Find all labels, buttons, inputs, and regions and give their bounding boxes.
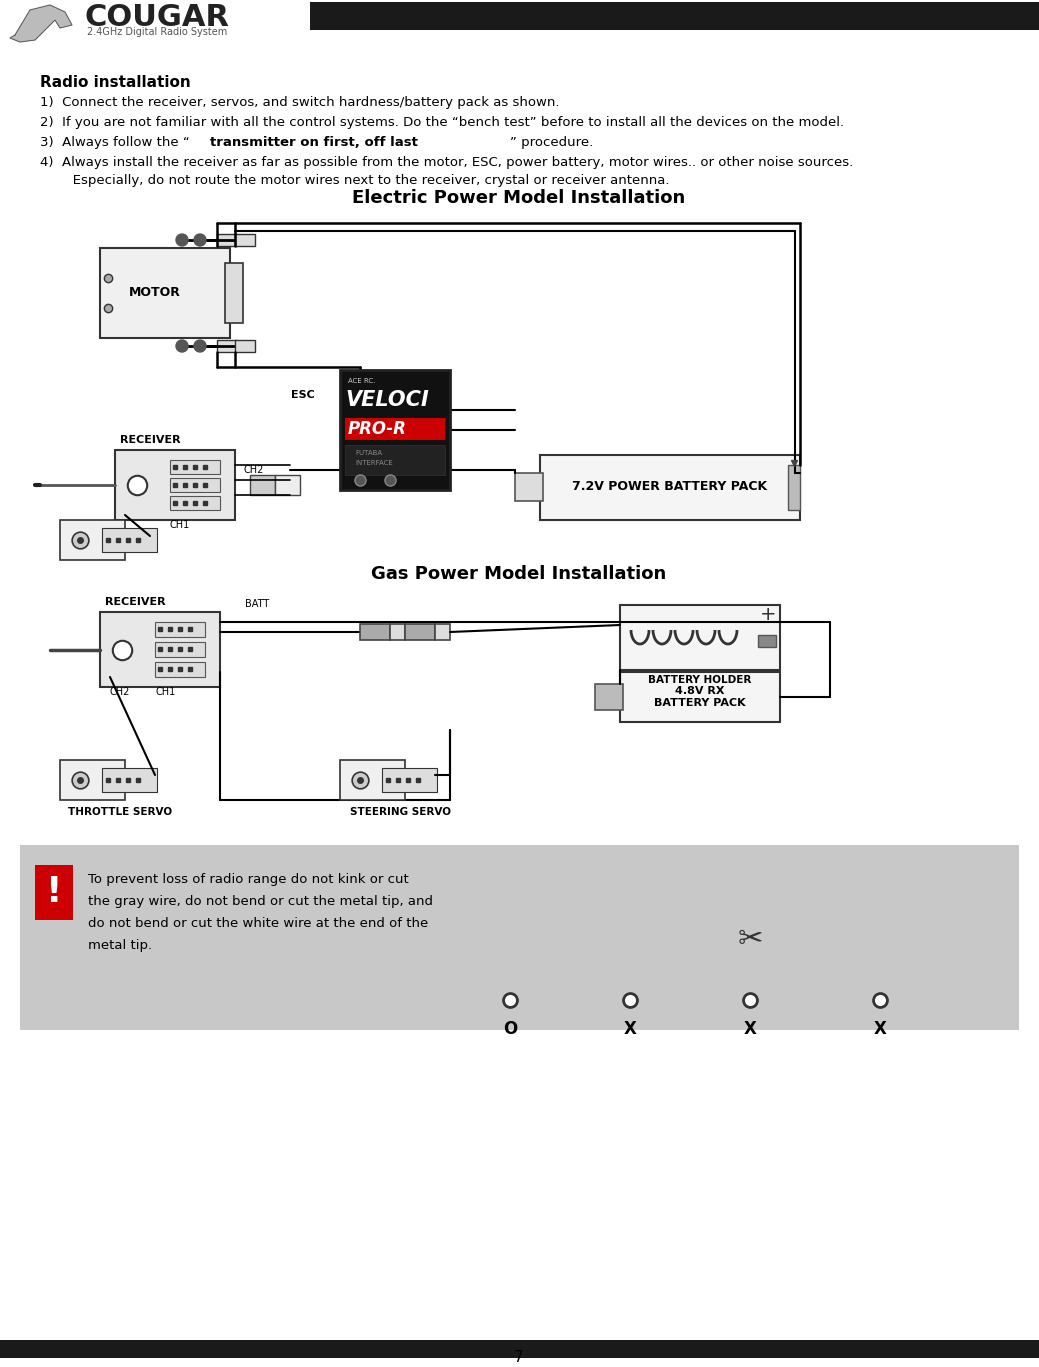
- Circle shape: [194, 234, 206, 246]
- Bar: [235, 234, 255, 246]
- Text: 4.8V RX
BATTERY PACK: 4.8V RX BATTERY PACK: [655, 686, 746, 708]
- Bar: [540, 455, 800, 519]
- Bar: [340, 370, 450, 489]
- Bar: [217, 340, 237, 351]
- Bar: [620, 606, 780, 670]
- Circle shape: [194, 340, 206, 351]
- Text: RECEIVER: RECEIVER: [119, 435, 181, 446]
- Text: RECEIVER: RECEIVER: [105, 597, 165, 607]
- Text: MOTOR: MOTOR: [129, 287, 181, 299]
- Text: CH1: CH1: [170, 519, 190, 530]
- Bar: [60, 519, 125, 560]
- Text: CH2: CH2: [243, 465, 263, 474]
- Text: metal tip.: metal tip.: [88, 939, 152, 951]
- Text: 3)  Always follow the “: 3) Always follow the “: [39, 135, 190, 149]
- Text: THROTTLE SERVO: THROTTLE SERVO: [68, 807, 172, 817]
- Bar: [345, 418, 445, 440]
- Bar: [100, 247, 230, 338]
- Bar: [217, 234, 237, 246]
- Text: X: X: [623, 1020, 637, 1038]
- Text: 7.2V POWER BATTERY PACK: 7.2V POWER BATTERY PACK: [572, 480, 768, 493]
- Text: +: +: [760, 606, 776, 625]
- Bar: [595, 684, 623, 709]
- Bar: [515, 473, 543, 500]
- Bar: [275, 474, 300, 495]
- Bar: [35, 865, 73, 920]
- Bar: [102, 768, 157, 791]
- Bar: [170, 496, 220, 510]
- Text: 2.4GHz Digital Radio System: 2.4GHz Digital Radio System: [87, 27, 228, 37]
- Text: 4)  Always install the receiver as far as possible from the motor, ESC, power ba: 4) Always install the receiver as far as…: [39, 156, 853, 170]
- Bar: [102, 528, 157, 552]
- Text: BATTERY HOLDER: BATTERY HOLDER: [648, 675, 751, 685]
- Bar: [60, 760, 125, 800]
- Text: STEERING SERVO: STEERING SERVO: [349, 807, 451, 817]
- Bar: [235, 340, 255, 351]
- Bar: [390, 623, 405, 640]
- Text: do not bend or cut the white wire at the end of the: do not bend or cut the white wire at the…: [88, 917, 428, 930]
- Text: VELOCI: VELOCI: [345, 390, 429, 410]
- Bar: [620, 673, 780, 722]
- Bar: [225, 262, 243, 323]
- Text: ✂: ✂: [738, 925, 763, 954]
- Text: COUGAR: COUGAR: [85, 4, 230, 33]
- Text: 7: 7: [514, 1351, 524, 1366]
- Text: 2)  If you are not familiar with all the control systems. Do the “bench test” be: 2) If you are not familiar with all the …: [39, 116, 844, 128]
- Bar: [310, 1, 1039, 30]
- Text: CH2: CH2: [110, 688, 130, 697]
- Bar: [405, 623, 435, 640]
- Text: To prevent loss of radio range do not kink or cut: To prevent loss of radio range do not ki…: [88, 874, 408, 886]
- Bar: [170, 461, 220, 474]
- Bar: [250, 474, 275, 495]
- Bar: [155, 642, 205, 658]
- Circle shape: [176, 340, 188, 351]
- Text: !: !: [46, 875, 62, 909]
- Text: Especially, do not route the motor wires next to the receiver, crystal or receiv: Especially, do not route the motor wires…: [60, 174, 669, 187]
- Text: Electric Power Model Installation: Electric Power Model Installation: [352, 189, 686, 206]
- Text: the gray wire, do not bend or cut the metal tip, and: the gray wire, do not bend or cut the me…: [88, 895, 433, 908]
- Text: O: O: [503, 1020, 517, 1038]
- Bar: [0, 1340, 1039, 1357]
- Text: Gas Power Model Installation: Gas Power Model Installation: [371, 565, 667, 582]
- Bar: [155, 622, 205, 637]
- Bar: [788, 465, 800, 510]
- Circle shape: [176, 234, 188, 246]
- Text: ESC: ESC: [291, 390, 315, 401]
- Text: CH1: CH1: [155, 688, 176, 697]
- Text: BATT: BATT: [245, 599, 269, 610]
- Bar: [359, 623, 390, 640]
- Bar: [100, 612, 220, 688]
- Bar: [115, 450, 235, 519]
- Bar: [170, 478, 220, 492]
- Text: PRO-R: PRO-R: [348, 420, 407, 437]
- Text: FUTABA: FUTABA: [355, 450, 382, 457]
- Text: ” procedure.: ” procedure.: [510, 135, 593, 149]
- Bar: [20, 845, 1019, 1029]
- Text: 1)  Connect the receiver, servos, and switch hardness/battery pack as shown.: 1) Connect the receiver, servos, and swi…: [39, 96, 559, 109]
- Bar: [340, 760, 405, 800]
- Bar: [345, 446, 445, 474]
- Text: X: X: [744, 1020, 756, 1038]
- Text: ACE RC.: ACE RC.: [348, 379, 375, 384]
- Bar: [758, 636, 776, 647]
- Bar: [435, 623, 450, 640]
- Text: INTERFACE: INTERFACE: [355, 461, 393, 466]
- Text: X: X: [874, 1020, 886, 1038]
- Polygon shape: [10, 5, 72, 42]
- Bar: [155, 662, 205, 677]
- Bar: [382, 768, 437, 791]
- Text: Radio installation: Radio installation: [39, 75, 191, 90]
- Text: transmitter on first, off last: transmitter on first, off last: [210, 135, 418, 149]
